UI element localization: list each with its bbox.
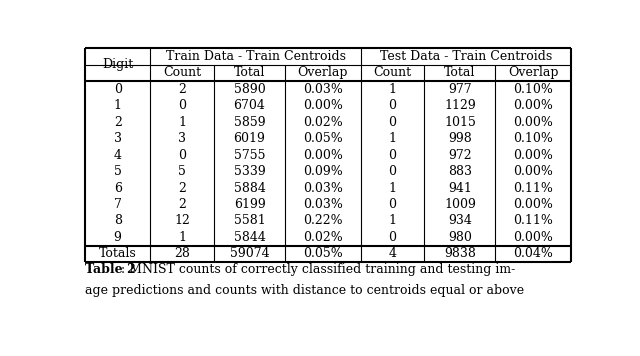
Text: 0.03%: 0.03% <box>303 198 343 211</box>
Text: 0.09%: 0.09% <box>303 165 343 178</box>
Text: 4: 4 <box>388 247 397 260</box>
Text: 980: 980 <box>448 231 472 244</box>
Text: 0.05%: 0.05% <box>303 132 343 145</box>
Text: 5884: 5884 <box>234 182 266 194</box>
Text: 0.00%: 0.00% <box>513 148 553 162</box>
Text: age predictions and counts with distance to centroids equal or above: age predictions and counts with distance… <box>85 284 524 297</box>
Text: 6019: 6019 <box>234 132 266 145</box>
Text: 3: 3 <box>114 132 122 145</box>
Text: 59074: 59074 <box>230 247 269 260</box>
Text: 5859: 5859 <box>234 116 266 129</box>
Text: 1: 1 <box>114 99 122 112</box>
Text: Overlap: Overlap <box>298 66 348 79</box>
Text: 2: 2 <box>178 182 186 194</box>
Text: 9: 9 <box>114 231 122 244</box>
Text: 7: 7 <box>114 198 122 211</box>
Text: 0.00%: 0.00% <box>513 116 553 129</box>
Text: 5: 5 <box>114 165 122 178</box>
Text: 0.05%: 0.05% <box>303 247 343 260</box>
Text: 28: 28 <box>174 247 190 260</box>
Text: 0.03%: 0.03% <box>303 83 343 96</box>
Text: 8: 8 <box>114 214 122 227</box>
Text: 0.02%: 0.02% <box>303 231 343 244</box>
Text: 1129: 1129 <box>444 99 476 112</box>
Text: 3: 3 <box>178 132 186 145</box>
Text: Overlap: Overlap <box>508 66 559 79</box>
Text: 0.10%: 0.10% <box>513 83 553 96</box>
Text: 0: 0 <box>388 198 397 211</box>
Text: 0.02%: 0.02% <box>303 116 343 129</box>
Text: 1: 1 <box>388 83 397 96</box>
Text: Total: Total <box>444 66 476 79</box>
Text: 0: 0 <box>114 83 122 96</box>
Text: Test Data - Train Centroids: Test Data - Train Centroids <box>380 50 552 63</box>
Text: 0.11%: 0.11% <box>513 182 553 194</box>
Text: 2: 2 <box>114 116 122 129</box>
Text: 6: 6 <box>114 182 122 194</box>
Text: Digit: Digit <box>102 58 133 71</box>
Text: 6704: 6704 <box>234 99 266 112</box>
Text: Train Data - Train Centroids: Train Data - Train Centroids <box>166 50 346 63</box>
Text: 2: 2 <box>178 198 186 211</box>
Text: 1: 1 <box>388 182 397 194</box>
Text: Totals: Totals <box>99 247 136 260</box>
Text: 6199: 6199 <box>234 198 266 211</box>
Text: 0.00%: 0.00% <box>513 99 553 112</box>
Text: Table 2: Table 2 <box>85 263 136 276</box>
Text: 934: 934 <box>448 214 472 227</box>
Text: 0.00%: 0.00% <box>303 148 343 162</box>
Text: 0.00%: 0.00% <box>303 99 343 112</box>
Text: 998: 998 <box>448 132 472 145</box>
Text: 5339: 5339 <box>234 165 266 178</box>
Text: 941: 941 <box>448 182 472 194</box>
Text: 0: 0 <box>178 148 186 162</box>
Text: 0: 0 <box>388 231 397 244</box>
Text: : MNIST counts of correctly classified training and testing im-: : MNIST counts of correctly classified t… <box>121 263 515 276</box>
Text: 1: 1 <box>178 116 186 129</box>
Text: Count: Count <box>374 66 412 79</box>
Text: 0.04%: 0.04% <box>513 247 553 260</box>
Text: Total: Total <box>234 66 265 79</box>
Text: 0: 0 <box>388 165 397 178</box>
Text: 5890: 5890 <box>234 83 266 96</box>
Text: 0.00%: 0.00% <box>513 231 553 244</box>
Text: 12: 12 <box>174 214 190 227</box>
Text: 1: 1 <box>388 214 397 227</box>
Text: 1: 1 <box>388 132 397 145</box>
Text: 1: 1 <box>178 231 186 244</box>
Text: 0: 0 <box>388 148 397 162</box>
Text: 9838: 9838 <box>444 247 476 260</box>
Text: Count: Count <box>163 66 201 79</box>
Text: 2: 2 <box>178 83 186 96</box>
Text: 4: 4 <box>114 148 122 162</box>
Text: 0.10%: 0.10% <box>513 132 553 145</box>
Text: 977: 977 <box>448 83 472 96</box>
Text: 0: 0 <box>178 99 186 112</box>
Text: 0.00%: 0.00% <box>513 198 553 211</box>
Text: 0.00%: 0.00% <box>513 165 553 178</box>
Text: 5581: 5581 <box>234 214 266 227</box>
Text: 0.22%: 0.22% <box>303 214 342 227</box>
Text: 0: 0 <box>388 116 397 129</box>
Text: 5: 5 <box>178 165 186 178</box>
Text: 1015: 1015 <box>444 116 476 129</box>
Text: 972: 972 <box>448 148 472 162</box>
Text: 0.03%: 0.03% <box>303 182 343 194</box>
Text: 0: 0 <box>388 99 397 112</box>
Text: 5755: 5755 <box>234 148 266 162</box>
Text: 5844: 5844 <box>234 231 266 244</box>
Text: 0.11%: 0.11% <box>513 214 553 227</box>
Text: 1009: 1009 <box>444 198 476 211</box>
Text: 883: 883 <box>448 165 472 178</box>
